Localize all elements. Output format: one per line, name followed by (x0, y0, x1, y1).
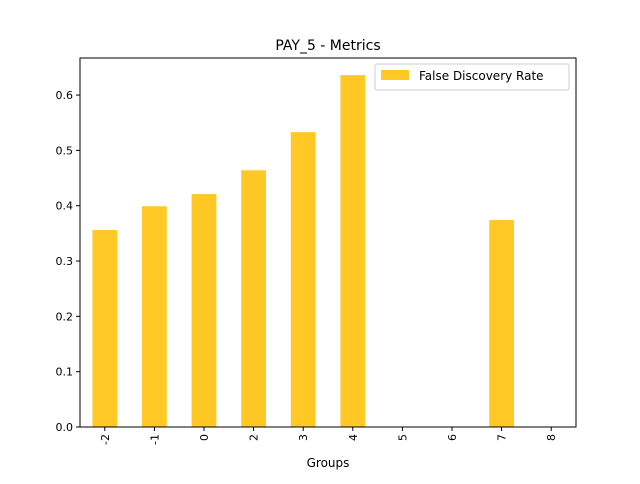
bar--1 (142, 206, 167, 427)
y-tick-label: 0.6 (56, 89, 74, 102)
bar-4 (340, 75, 366, 427)
bar-3 (290, 132, 316, 427)
y-tick-label: 0.5 (56, 144, 74, 157)
legend-label: False Discovery Rate (419, 69, 544, 83)
bar-0 (191, 194, 217, 427)
y-tick-label: 0.3 (56, 255, 74, 268)
x-tick-label: 7 (496, 434, 509, 441)
bar-2 (241, 170, 266, 427)
x-axis-label: Groups (307, 456, 350, 470)
plot-frame (79, 57, 577, 428)
y-tick-label: 0.4 (56, 200, 74, 213)
y-tick-label: 0.0 (56, 421, 74, 434)
x-tick-label: 3 (297, 434, 310, 441)
y-tick-label: 0.1 (56, 366, 74, 379)
x-tick-label: 2 (248, 434, 261, 441)
legend: False Discovery Rate (374, 63, 570, 91)
x-tick-label: 8 (545, 434, 558, 441)
legend-box (374, 63, 570, 91)
x-tick-label: -1 (148, 434, 161, 445)
legend-swatch (381, 70, 409, 80)
chart-title: PAY_5 - Metrics (275, 38, 380, 54)
x-tick-label: 4 (347, 434, 360, 441)
x-tick-label: 5 (396, 434, 409, 441)
y-tick-label: 0.2 (56, 310, 74, 323)
x-tick-label: -2 (99, 434, 112, 445)
x-tick-label: 0 (198, 434, 211, 441)
bar-7 (489, 220, 514, 427)
bar--2 (92, 230, 118, 427)
x-tick-label: 6 (446, 434, 459, 441)
